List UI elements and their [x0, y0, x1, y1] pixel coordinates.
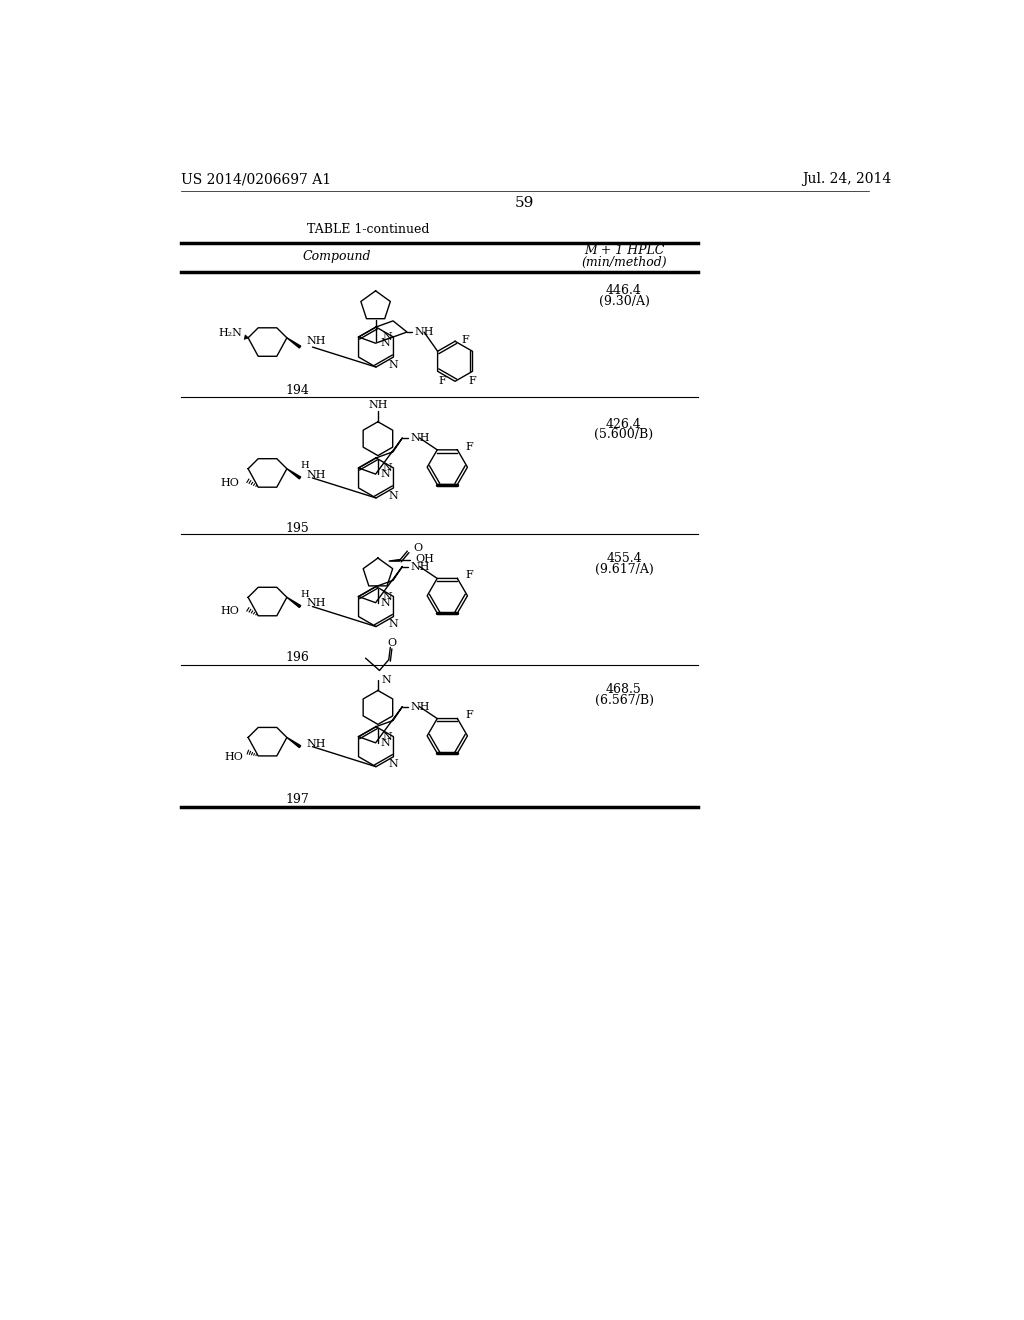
Polygon shape: [287, 338, 301, 348]
Text: Compound: Compound: [303, 251, 372, 264]
Text: (5.600/B): (5.600/B): [595, 428, 653, 441]
Text: NH: NH: [306, 598, 326, 609]
Text: 197: 197: [285, 793, 309, 807]
Text: O: O: [387, 638, 396, 648]
Text: N: N: [382, 731, 392, 742]
Polygon shape: [287, 738, 301, 747]
Text: H: H: [300, 590, 309, 599]
Text: 468.5: 468.5: [606, 684, 642, 696]
Text: (6.567/B): (6.567/B): [595, 694, 653, 708]
Text: NH: NH: [306, 335, 326, 346]
Polygon shape: [287, 469, 301, 479]
Text: NH: NH: [415, 327, 434, 337]
Text: N: N: [388, 491, 398, 500]
Text: (min/method): (min/method): [582, 256, 667, 269]
Text: F: F: [469, 376, 476, 385]
Text: NH: NH: [410, 561, 430, 572]
Text: N: N: [380, 338, 390, 348]
Text: HO: HO: [224, 752, 243, 763]
Text: 194: 194: [285, 384, 309, 397]
Text: HO: HO: [221, 478, 240, 487]
Text: 455.4: 455.4: [606, 552, 642, 565]
Text: (9.617/A): (9.617/A): [595, 564, 653, 576]
Polygon shape: [389, 560, 399, 561]
Text: H: H: [300, 461, 309, 470]
Text: N: N: [382, 463, 392, 473]
Text: NH: NH: [369, 400, 388, 409]
Text: TABLE 1-continued: TABLE 1-continued: [307, 223, 429, 236]
Text: N: N: [382, 333, 392, 342]
Text: F: F: [465, 710, 473, 721]
Text: H₂N: H₂N: [218, 329, 243, 338]
Text: N: N: [381, 675, 391, 685]
Text: F: F: [438, 376, 445, 387]
Text: O: O: [414, 543, 423, 553]
Text: F: F: [465, 570, 473, 581]
Text: Jul. 24, 2014: Jul. 24, 2014: [802, 172, 892, 186]
Text: N: N: [380, 738, 390, 748]
Text: 426.4: 426.4: [606, 417, 642, 430]
Text: N: N: [382, 591, 392, 602]
Text: 59: 59: [515, 197, 535, 210]
Text: N: N: [388, 759, 398, 770]
Text: F: F: [465, 442, 473, 451]
Text: NH: NH: [410, 433, 430, 444]
Text: N: N: [388, 619, 398, 630]
Text: N: N: [388, 360, 398, 370]
Text: (9.30/A): (9.30/A): [599, 296, 649, 308]
Text: N: N: [380, 469, 390, 479]
Text: 195: 195: [285, 521, 309, 535]
Text: 446.4: 446.4: [606, 284, 642, 297]
Text: US 2014/0206697 A1: US 2014/0206697 A1: [180, 172, 331, 186]
Text: M + 1 HPLC: M + 1 HPLC: [584, 244, 665, 257]
Text: OH: OH: [415, 554, 434, 564]
Text: NH: NH: [410, 702, 430, 711]
Polygon shape: [287, 598, 301, 607]
Text: HO: HO: [221, 606, 240, 616]
Text: F: F: [461, 335, 469, 345]
Text: NH: NH: [306, 739, 326, 748]
Text: 196: 196: [285, 651, 309, 664]
Text: NH: NH: [306, 470, 326, 480]
Text: N: N: [380, 598, 390, 607]
